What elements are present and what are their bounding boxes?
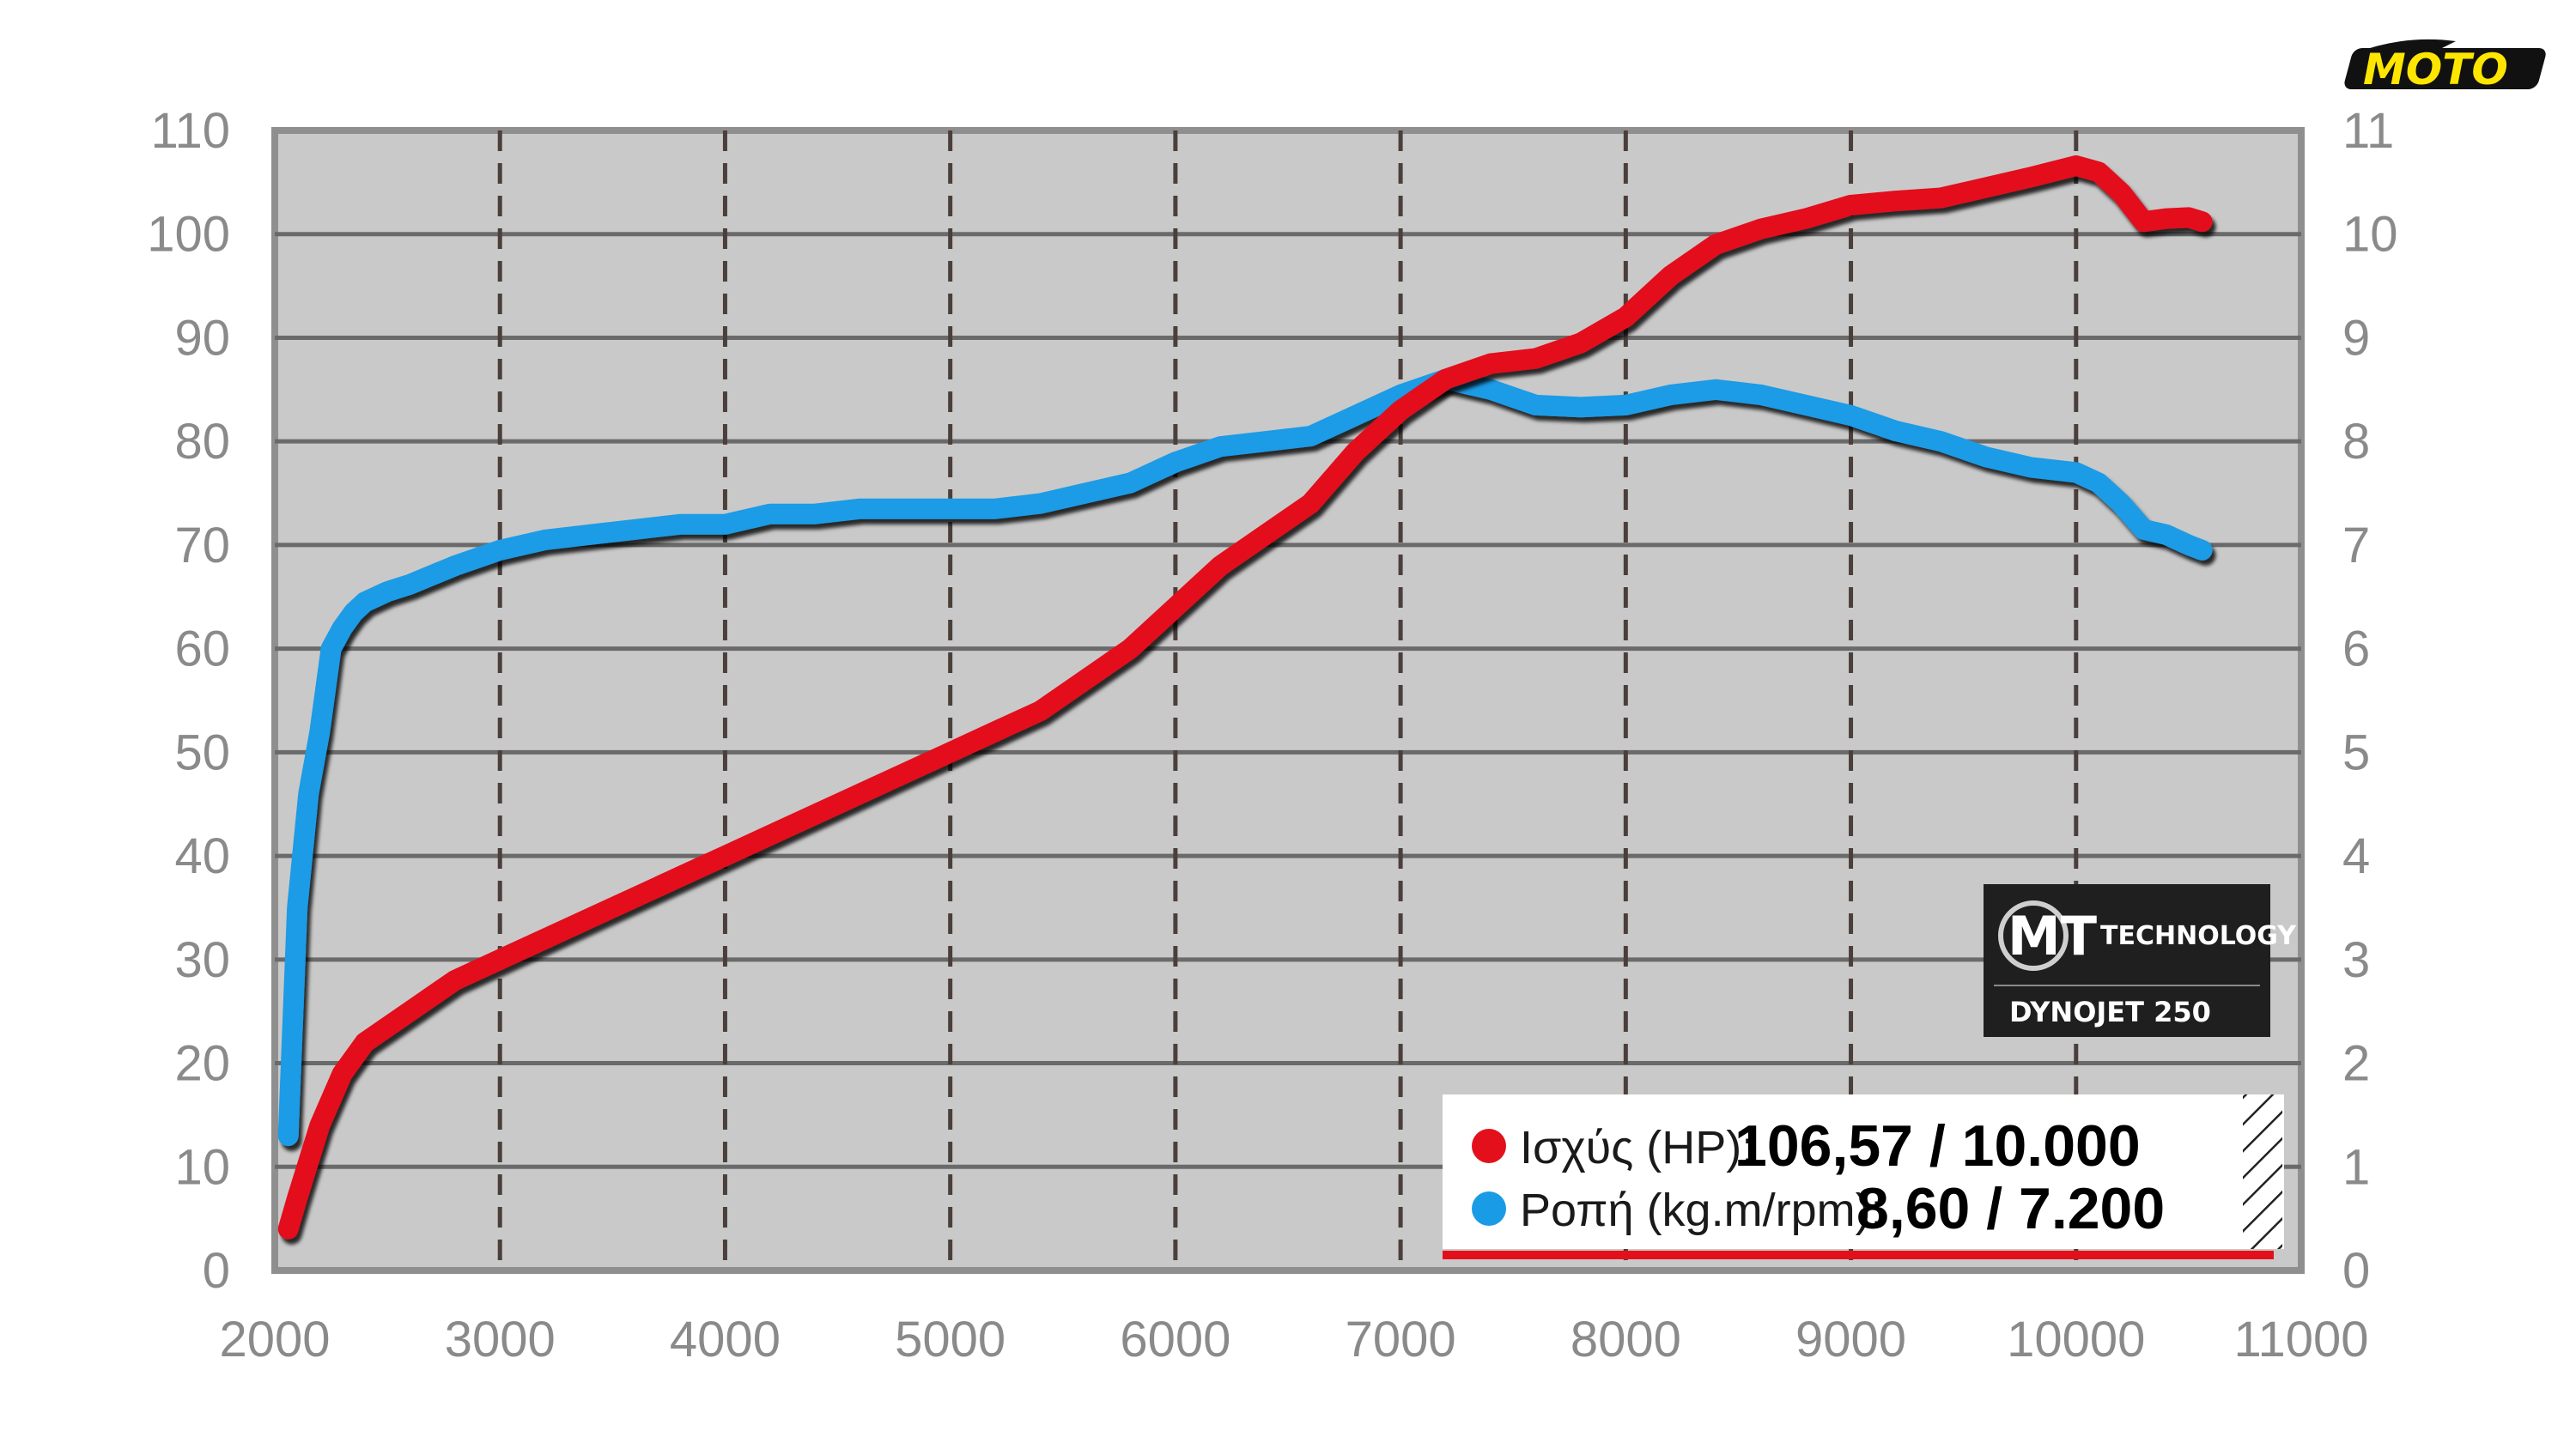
moto-logo: MOTO: [2344, 39, 2546, 94]
left-y-tick-label: 80: [174, 414, 230, 470]
left-y-axis-tick-labels: 0 10 20 30 40 50 60 70 80 90 100 110: [147, 103, 230, 1299]
power-legend-label: Ισχύς (HP):: [1520, 1122, 1754, 1173]
x-tick-label: 2000: [219, 1312, 330, 1367]
right-y-tick-label: 4: [2342, 828, 2370, 884]
torque-legend-value: 8,60 / 7.200: [1856, 1176, 2165, 1241]
left-y-tick-label: 100: [147, 207, 230, 263]
left-y-tick-label: 40: [174, 828, 230, 884]
series-layer: [277, 155, 2213, 1240]
x-tick-label: 8000: [1571, 1312, 1681, 1367]
legend-hatch: [2243, 1094, 2282, 1249]
right-y-tick-label: 11: [2342, 103, 2394, 159]
x-tick-label: 6000: [1120, 1312, 1230, 1367]
right-y-tick-label: 8: [2342, 414, 2370, 470]
x-axis-tick-labels: 2000 3000 4000 5000 6000 7000 8000 9000 10000 110…: [219, 1312, 2368, 1367]
torque-legend-label: Ροπή (kg.m/rpm):: [1520, 1185, 1884, 1236]
left-y-tick-label: 90: [174, 310, 230, 366]
right-y-axis-tick-labels: 0 1 2 3 4 5 6 7 8 9 10 11: [2342, 103, 2398, 1299]
logo-text: MOTO: [2363, 45, 2508, 94]
x-tick-label: 11000: [2234, 1312, 2369, 1367]
left-y-tick-label: 110: [151, 103, 230, 159]
torque-series-line: [277, 368, 2213, 1147]
x-tick-label: 10000: [2007, 1312, 2145, 1367]
x-tick-label: 3000: [445, 1312, 556, 1367]
legend: Ισχύς (HP): 106,57 / 10.000 Ροπή (kg.m/r…: [1443, 1094, 2284, 1259]
left-y-tick-label: 20: [174, 1036, 230, 1092]
badge-background: [1984, 884, 2270, 1037]
power-series-line: [277, 155, 2213, 1240]
power-legend-marker: [1472, 1129, 1506, 1163]
right-y-tick-label: 3: [2342, 932, 2370, 988]
logo-outline: [2344, 48, 2546, 89]
right-y-tick-label: 0: [2342, 1243, 2370, 1299]
power-legend-value: 106,57 / 10.000: [1735, 1113, 2141, 1179]
left-y-tick-label: 0: [203, 1243, 230, 1299]
left-y-tick-label: 30: [174, 932, 230, 988]
left-y-tick-label: 50: [174, 724, 230, 780]
badge-line2: DYNOJET 250: [2009, 996, 2211, 1028]
left-y-tick-label: 10: [174, 1139, 230, 1195]
badge-mark: MT: [2008, 905, 2097, 967]
x-tick-label: 9000: [1795, 1312, 1906, 1367]
right-y-tick-label: 2: [2342, 1036, 2370, 1092]
right-y-tick-label: 5: [2342, 724, 2370, 780]
right-y-tick-label: 7: [2342, 518, 2370, 573]
right-y-tick-label: 1: [2342, 1139, 2370, 1195]
x-tick-label: 4000: [670, 1312, 781, 1367]
x-tick-label: 5000: [895, 1312, 1005, 1367]
x-tick-label: 7000: [1346, 1312, 1456, 1367]
badge-line1: TECHNOLOGY: [2100, 921, 2297, 951]
right-y-tick-label: 10: [2342, 207, 2398, 263]
right-y-tick-label: 9: [2342, 310, 2370, 366]
plot-background: [271, 127, 2305, 1274]
torque-legend-marker: [1472, 1191, 1506, 1226]
right-y-tick-label: 6: [2342, 621, 2370, 677]
plot-area: [271, 127, 2305, 1274]
left-y-tick-label: 70: [174, 518, 230, 573]
vertical-gridlines: [497, 130, 2079, 1270]
mt-technology-badge: MT TECHNOLOGY DYNOJET 250: [1984, 884, 2297, 1037]
badge-ring-icon: [1998, 900, 2069, 971]
legend-box: [1443, 1094, 2284, 1249]
left-y-tick-label: 60: [174, 621, 230, 677]
